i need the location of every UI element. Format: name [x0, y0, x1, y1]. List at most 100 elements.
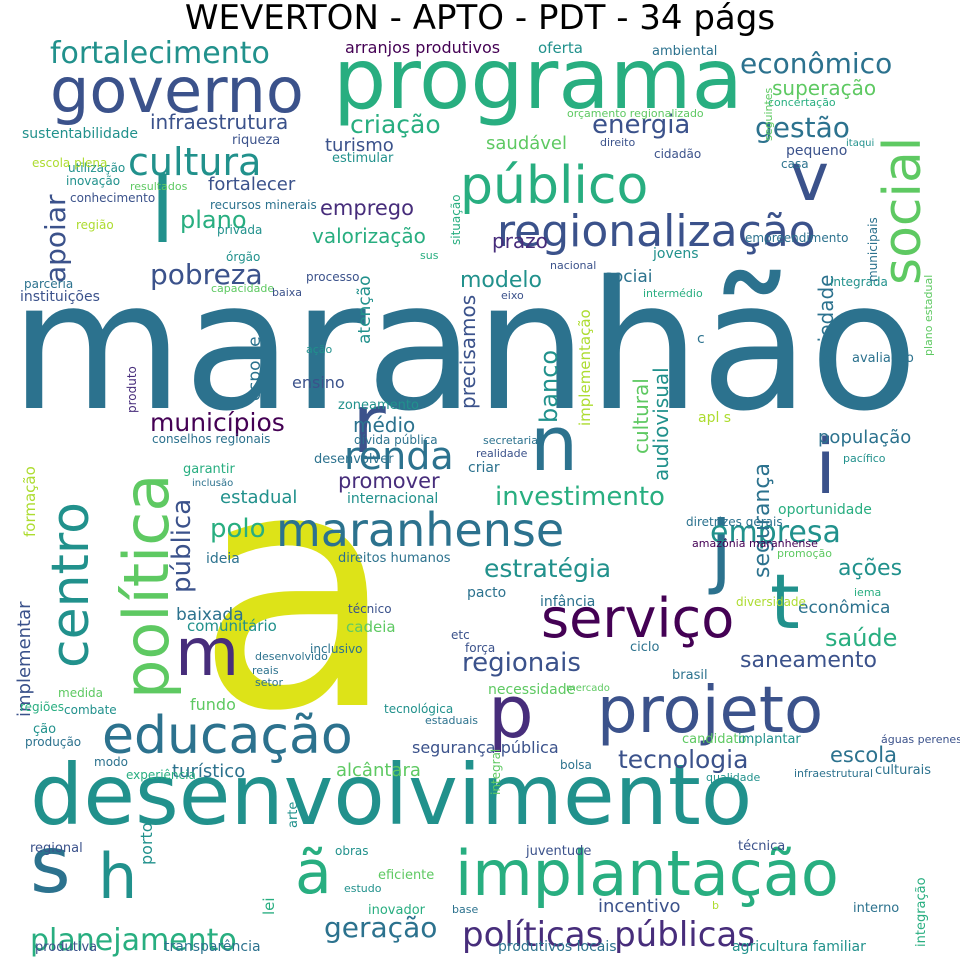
word: realidade [476, 447, 528, 460]
word: desenvolver [314, 452, 394, 467]
word: capacidade [211, 282, 274, 295]
word: médio [353, 413, 415, 437]
word: amazônia maranhense [692, 537, 818, 550]
word: obras [335, 844, 369, 858]
word: transparência [164, 939, 261, 955]
word: produtivos locais [498, 939, 617, 955]
word: r [352, 377, 386, 472]
word: regionais [462, 648, 581, 678]
word: saneamento [740, 648, 877, 673]
word: oferta [538, 39, 583, 57]
word: fundo [190, 695, 236, 714]
word: plano [180, 206, 247, 234]
word: recursos minerais [210, 198, 317, 212]
word: apoiar [39, 194, 72, 283]
word: escola [830, 743, 897, 767]
word: municípios [150, 408, 285, 437]
word: s [30, 821, 71, 911]
word: eixo [501, 289, 524, 302]
word: sus [420, 249, 439, 262]
word: promoção [777, 547, 832, 560]
word: planejamento [30, 923, 237, 958]
word: segurança [750, 463, 775, 578]
word: empresa [710, 515, 841, 550]
word: integração [914, 877, 929, 947]
word: itaqui [846, 138, 874, 149]
word: renda [344, 434, 454, 478]
word: concertação [768, 96, 836, 109]
word: fortalecer [208, 174, 296, 195]
word: juventude [525, 844, 591, 859]
word: l [150, 159, 175, 264]
word: implementação [576, 309, 594, 426]
word: formação [21, 466, 39, 537]
word: avaliação [852, 351, 914, 366]
word: estadual [220, 487, 297, 508]
word: diversidade [736, 595, 806, 609]
word: desenvolvido [255, 650, 328, 663]
word: regional [30, 841, 83, 856]
word: governo [50, 54, 304, 127]
word: necessidade [488, 682, 575, 698]
word: força [465, 641, 495, 655]
word: implantação [455, 837, 839, 910]
word: ideia [206, 551, 240, 567]
word: tecnológica [384, 702, 453, 716]
word: estratégia [484, 554, 611, 583]
word: apl s [698, 410, 731, 426]
word: turístico [172, 761, 245, 782]
word: inclusivo [310, 642, 363, 656]
word: maranhão [10, 243, 918, 450]
word: polo [210, 514, 266, 544]
word: integrada [830, 275, 888, 289]
word: arte [286, 802, 301, 828]
word: parceria [24, 277, 73, 291]
word: comunitário [187, 617, 277, 635]
word: pobreza [150, 258, 263, 291]
word: política [110, 474, 183, 699]
word: processo [306, 270, 359, 284]
word: projeto [597, 674, 823, 748]
word: investimento [495, 482, 665, 512]
word: zoneamento [338, 398, 419, 413]
word: cultura [128, 140, 261, 184]
word: estudo [344, 882, 382, 895]
word: casa [781, 157, 809, 171]
word: instituições [20, 289, 100, 305]
word: brasil [672, 668, 708, 683]
word: modelo [460, 268, 542, 293]
word: precisamos [456, 295, 480, 409]
word: ã [295, 838, 332, 908]
word: educação [102, 706, 353, 766]
word: programa [333, 30, 743, 128]
word: agricultura familiar [732, 939, 866, 955]
word: empreendimento [745, 231, 848, 245]
word: cidadão [654, 147, 701, 161]
word: p [488, 670, 534, 754]
word: dívida pública [354, 433, 438, 447]
word: ensino [292, 373, 345, 392]
word: ação [306, 343, 333, 356]
word: criação [350, 110, 441, 139]
word: m [175, 614, 239, 691]
page-title: WEVERTON - APTO - PDT - 34 págs [184, 0, 776, 38]
word: intermédio [643, 287, 703, 300]
word: c [697, 331, 705, 347]
word: internacional [347, 491, 438, 507]
word: escola plena [32, 156, 107, 170]
word: b [712, 899, 719, 912]
word: infância [540, 594, 595, 610]
word: experiência [126, 768, 196, 782]
word: base [452, 903, 478, 916]
word: nacional [550, 259, 596, 272]
word: regionalização [497, 206, 816, 257]
word: público [460, 156, 648, 216]
word: reais [252, 664, 279, 677]
word: técnica [738, 839, 785, 854]
word: superação [772, 76, 876, 100]
word: t [770, 557, 800, 646]
word: saúde [825, 624, 897, 652]
word: plano estadual [922, 275, 935, 356]
word: inclusão [192, 478, 233, 489]
